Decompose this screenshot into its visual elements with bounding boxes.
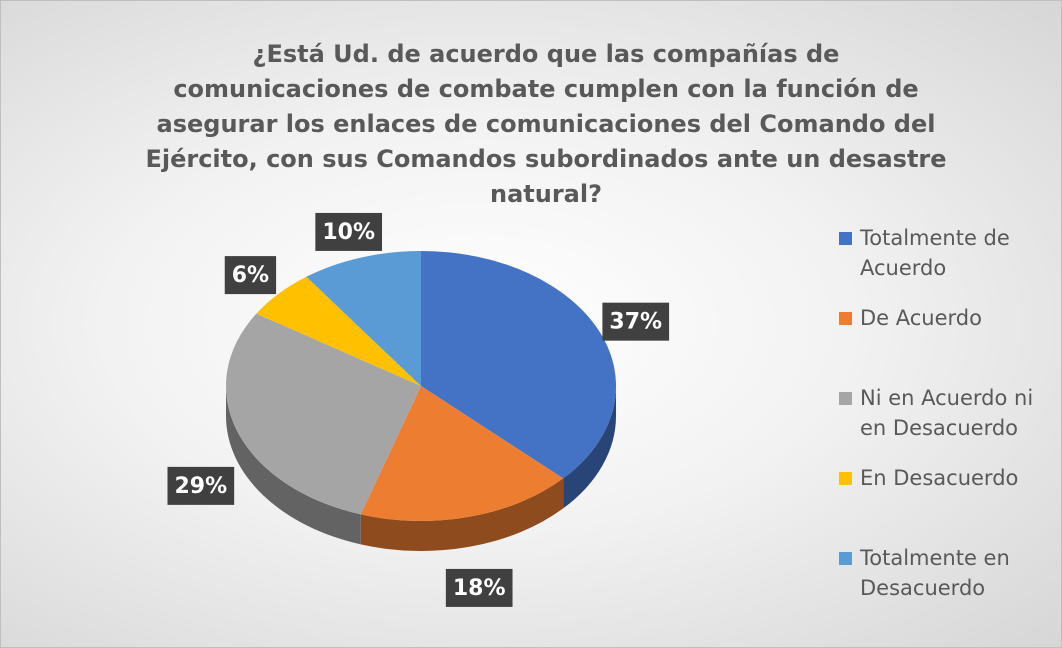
slice-side bbox=[360, 478, 564, 551]
legend-swatch bbox=[839, 472, 852, 485]
data-label-box bbox=[602, 302, 670, 341]
data-label-text: 18% bbox=[453, 576, 506, 601]
chart-title: ¿Está Ud. de acuerdo que las compañías d… bbox=[145, 40, 947, 208]
data-label: 18% bbox=[445, 568, 513, 607]
data-label-text: 10% bbox=[322, 220, 375, 245]
legend-swatch bbox=[839, 392, 852, 405]
data-label: 10% bbox=[315, 212, 383, 251]
legend-item: De Acuerdo bbox=[839, 303, 1049, 383]
legend-swatch bbox=[839, 552, 852, 565]
data-label-text: 37% bbox=[609, 310, 662, 335]
data-label-box bbox=[224, 256, 277, 295]
slice-side bbox=[563, 386, 616, 509]
legend-item: Totalmente en Desacuerdo bbox=[839, 543, 1049, 623]
legend-label: De Acuerdo bbox=[860, 306, 982, 330]
legend-label: En Desacuerdo bbox=[860, 466, 1019, 490]
slice bbox=[225, 313, 421, 515]
slice bbox=[421, 251, 616, 479]
legend: Totalmente de Acuerdo De Acuerdo Ni en Acu… bbox=[839, 223, 1049, 623]
legend-label: Totalmente de Acuerdo bbox=[860, 226, 1010, 280]
legend-swatch bbox=[839, 312, 852, 325]
slice bbox=[360, 386, 564, 521]
legend-item: Totalmente de Acuerdo bbox=[839, 223, 1049, 303]
legend-item: Ni en Acuerdo ni en Desacuerdo bbox=[839, 383, 1049, 463]
data-label: 6% bbox=[224, 256, 277, 295]
data-label-text: 6% bbox=[232, 263, 269, 288]
slice bbox=[306, 251, 421, 386]
legend-label: Ni en Acuerdo ni en Desacuerdo bbox=[860, 386, 1034, 440]
legend-swatch bbox=[839, 232, 852, 245]
data-label: 29% bbox=[167, 466, 235, 505]
data-label-box bbox=[445, 568, 513, 607]
slice-side bbox=[226, 386, 361, 545]
data-label-box bbox=[167, 466, 235, 505]
slice bbox=[256, 276, 421, 386]
data-label: 37% bbox=[602, 302, 670, 341]
data-label-text: 29% bbox=[174, 474, 227, 499]
legend-item: En Desacuerdo bbox=[839, 463, 1049, 543]
data-label-box bbox=[315, 212, 383, 251]
legend-label: Totalmente en Desacuerdo bbox=[860, 546, 1010, 600]
